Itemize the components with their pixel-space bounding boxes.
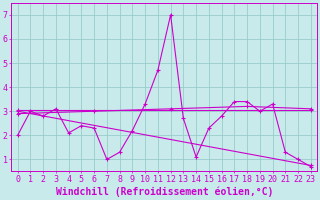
X-axis label: Windchill (Refroidissement éolien,°C): Windchill (Refroidissement éolien,°C) [56,187,273,197]
